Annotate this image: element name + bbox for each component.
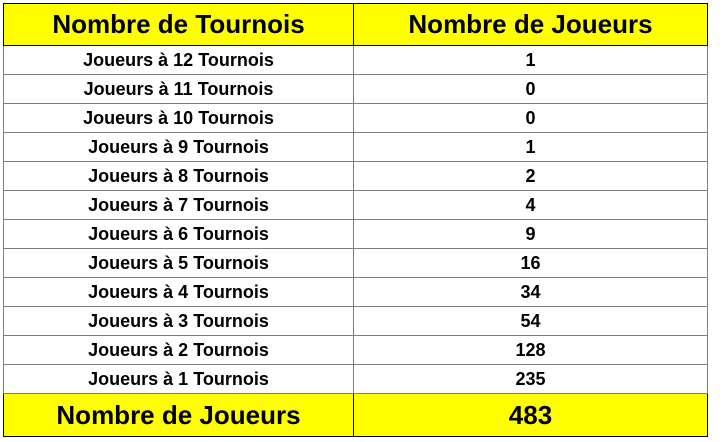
row-label: Joueurs à 10 Tournois [3, 103, 354, 133]
table-row: Joueurs à 3 Tournois 54 [3, 306, 708, 336]
header-players: Nombre de Joueurs [353, 3, 708, 46]
row-value: 16 [353, 248, 708, 278]
row-label: Joueurs à 8 Tournois [3, 161, 354, 191]
row-value: 0 [353, 103, 708, 133]
row-label: Joueurs à 3 Tournois [3, 306, 354, 336]
row-value: 2 [353, 161, 708, 191]
row-label: Joueurs à 11 Tournois [3, 74, 354, 104]
table-row: Joueurs à 5 Tournois 16 [3, 248, 708, 278]
header-tournaments: Nombre de Tournois [3, 3, 354, 46]
row-label: Joueurs à 6 Tournois [3, 219, 354, 249]
table-row: Joueurs à 7 Tournois 4 [3, 190, 708, 220]
row-value: 235 [353, 364, 708, 394]
row-label: Joueurs à 12 Tournois [3, 45, 354, 75]
header-row: Nombre de Tournois Nombre de Joueurs [3, 3, 708, 46]
table-row: Joueurs à 10 Tournois 0 [3, 103, 708, 133]
table-row: Joueurs à 11 Tournois 0 [3, 74, 708, 104]
total-label: Nombre de Joueurs [3, 393, 354, 437]
table-row: Joueurs à 8 Tournois 2 [3, 161, 708, 191]
row-value: 1 [353, 45, 708, 75]
row-label: Joueurs à 4 Tournois [3, 277, 354, 307]
row-value: 1 [353, 132, 708, 162]
table-body: Joueurs à 12 Tournois 1 Joueurs à 11 Tou… [3, 45, 708, 394]
total-value: 483 [353, 393, 708, 437]
total-row: Nombre de Joueurs 483 [3, 393, 708, 437]
row-label: Joueurs à 7 Tournois [3, 190, 354, 220]
table-row: Joueurs à 1 Tournois 235 [3, 364, 708, 394]
row-label: Joueurs à 9 Tournois [3, 132, 354, 162]
table-row: Joueurs à 9 Tournois 1 [3, 132, 708, 162]
table-row: Joueurs à 12 Tournois 1 [3, 45, 708, 75]
tournament-players-table: Nombre de Tournois Nombre de Joueurs Jou… [3, 3, 708, 437]
row-value: 0 [353, 74, 708, 104]
row-value: 9 [353, 219, 708, 249]
table-row: Joueurs à 4 Tournois 34 [3, 277, 708, 307]
table-row: Joueurs à 6 Tournois 9 [3, 219, 708, 249]
row-value: 4 [353, 190, 708, 220]
row-value: 54 [353, 306, 708, 336]
row-label: Joueurs à 2 Tournois [3, 335, 354, 365]
row-value: 34 [353, 277, 708, 307]
row-label: Joueurs à 5 Tournois [3, 248, 354, 278]
row-label: Joueurs à 1 Tournois [3, 364, 354, 394]
row-value: 128 [353, 335, 708, 365]
table-row: Joueurs à 2 Tournois 128 [3, 335, 708, 365]
